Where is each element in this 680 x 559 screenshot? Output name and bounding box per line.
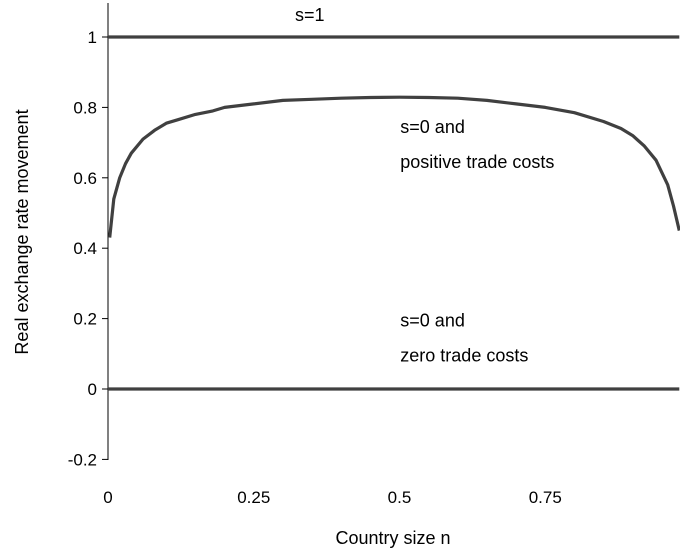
chart-annotation: s=0 and	[400, 117, 465, 137]
chart-annotation: s=0 and	[400, 310, 465, 330]
x-tick-label: 0.75	[529, 488, 562, 507]
x-axis-title: Country size n	[335, 528, 450, 548]
chart-annotation: positive trade costs	[400, 152, 554, 172]
series-line-positive-trade-costs	[108, 95, 680, 238]
y-tick-label: 0.2	[73, 310, 97, 329]
x-tick-label: 0.5	[388, 488, 412, 507]
x-tick-label: 0	[103, 488, 112, 507]
y-tick-label: 0.6	[73, 169, 97, 188]
y-tick-label: -0.2	[68, 450, 97, 469]
series-layer	[108, 35, 680, 391]
y-axis-ticks: -0.2 0 0.2 0.4 0.6 0.8 1	[68, 28, 108, 469]
y-axis-title: Real exchange rate movement	[12, 109, 32, 354]
chart-annotation: s=1	[295, 5, 325, 25]
x-axis-ticks: 0 0.25 0.5 0.75	[103, 488, 562, 507]
y-tick-label: 0.8	[73, 98, 97, 117]
y-tick-label: 1	[88, 28, 97, 47]
x-tick-label: 0.25	[237, 488, 270, 507]
chart-axes: -0.2 0 0.2 0.4 0.6 0.8 1 0 0.25 0.5 0.75	[68, 3, 562, 507]
y-tick-label: 0.4	[73, 239, 97, 258]
chart-annotation: zero trade costs	[400, 346, 528, 366]
y-tick-label: 0	[88, 380, 97, 399]
annotation-layer: s=1 s=0 and positive trade costs s=0 and zer…	[295, 5, 554, 366]
